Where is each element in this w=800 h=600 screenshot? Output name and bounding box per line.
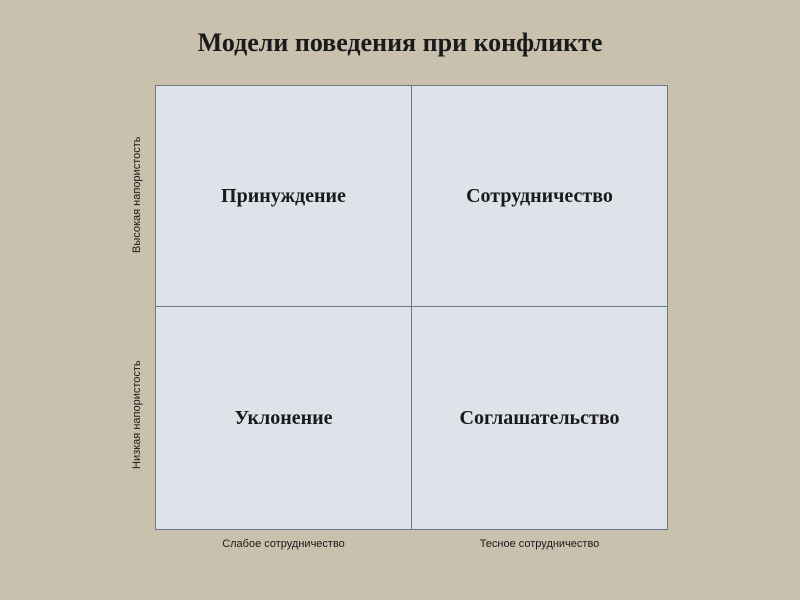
x-axis-label-strong: Тесное сотрудничество: [411, 538, 668, 550]
y-axis-label-high: Высокая напористость: [131, 125, 143, 265]
quadrant-bottom-right: Соглашательство: [411, 306, 668, 530]
quadrant-top-right: Сотрудничество: [411, 85, 668, 307]
diagram-title: Модели поведения при конфликте: [0, 28, 800, 58]
x-axis-label-weak: Слабое сотрудничество: [155, 538, 412, 550]
y-axis-label-low: Низкая напористость: [131, 345, 143, 485]
diagram-container: Модели поведения при конфликте Высокая н…: [0, 0, 800, 600]
quadrant-bottom-left: Уклонение: [155, 306, 412, 530]
quadrant-matrix: Принуждение Сотрудничество Уклонение Сог…: [155, 85, 668, 530]
quadrant-top-left: Принуждение: [155, 85, 412, 307]
